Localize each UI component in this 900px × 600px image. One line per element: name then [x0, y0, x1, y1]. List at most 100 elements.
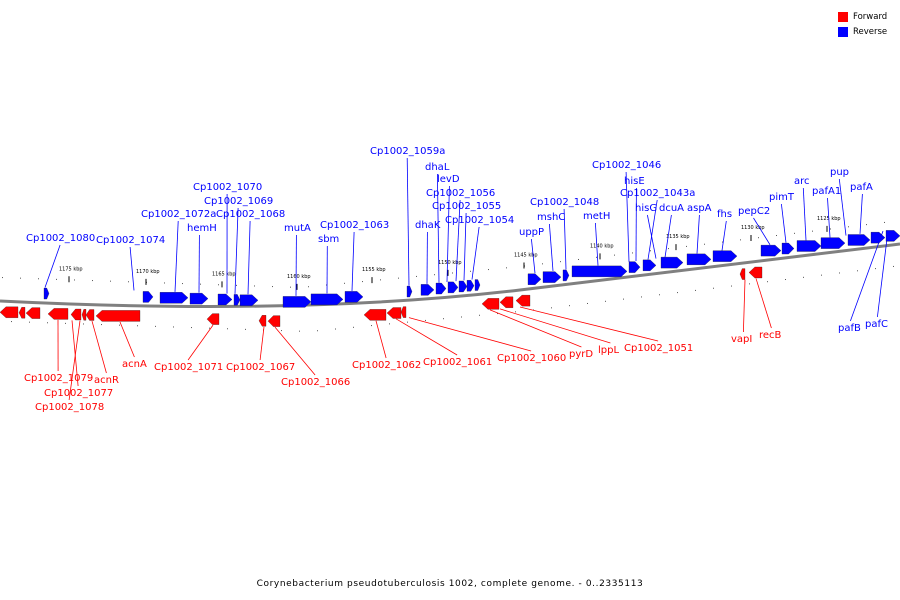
track-dot — [641, 296, 642, 298]
track-dot — [74, 279, 75, 281]
gene-label-cp1002-1080: Cp1002_1080 — [26, 233, 95, 244]
forward-gene-arrow — [47, 308, 69, 320]
track-dot — [686, 245, 687, 247]
reverse-gene-arrow — [527, 273, 542, 285]
track-dot — [101, 324, 102, 326]
track-dot — [812, 230, 813, 232]
track-dot — [362, 281, 363, 283]
gene-label-cp1002-1060: Cp1002_1060 — [497, 353, 566, 364]
gene-label-cp1002-1069: Cp1002_1069 — [204, 196, 273, 207]
gene-label-hise: hisE — [624, 176, 645, 187]
track-dot — [677, 292, 678, 294]
track-dot — [155, 325, 156, 327]
track-dot — [488, 269, 489, 271]
reverse-gene-arrow — [435, 282, 447, 295]
track-dot — [596, 256, 597, 258]
track-dot — [281, 330, 282, 332]
reverse-gene-arrow — [458, 280, 468, 293]
leader-line — [395, 318, 458, 356]
leader-line — [187, 324, 214, 361]
track-dot — [758, 237, 759, 239]
forward-gene-arrow — [95, 310, 141, 322]
reverse-gene-arrow — [466, 280, 475, 292]
leader-line — [489, 309, 582, 348]
forward-gene-arrow — [258, 315, 267, 327]
reverse-gene-arrow — [447, 281, 459, 294]
track-dot — [137, 325, 138, 327]
track-dot — [110, 280, 111, 282]
tick-track — [2, 221, 894, 332]
leader-line — [781, 203, 787, 243]
tick-label: 1150 kbp — [438, 260, 462, 266]
track-dot — [371, 325, 372, 327]
track-dot — [272, 286, 273, 288]
track-dot — [695, 289, 696, 291]
track-dot — [308, 286, 309, 288]
forward-gene-arrow — [739, 268, 746, 280]
track-dot — [92, 280, 93, 282]
leader-line — [802, 187, 807, 241]
track-dot — [848, 226, 849, 228]
track-dot — [452, 272, 453, 274]
track-dot — [497, 313, 498, 315]
legend-reverse-label: Reverse — [853, 26, 888, 37]
gene-labels: Cp1002_1080 Cp1002_1074 Cp1002_1072a hemH Cp… — [24, 146, 888, 413]
track-dot — [470, 270, 471, 272]
track-dot — [2, 277, 3, 279]
gene-label-lppl: lppL — [598, 345, 619, 356]
leader-line — [664, 214, 672, 258]
forward-gene-arrow — [18, 307, 26, 319]
gene-label-cp1002-1068: Cp1002_1068 — [216, 209, 285, 220]
forward-gene-arrow — [748, 266, 763, 279]
gene-label-cp1002-1062: Cp1002_1062 — [352, 360, 421, 371]
scale-ticks: 1175 kbp 1170 kbp 1165 kbp 1160 kbp 1155 kbp… — [59, 216, 841, 290]
gene-label-cp1002-1051: Cp1002_1051 — [624, 343, 693, 354]
gene-arrows — [0, 230, 900, 327]
gene-label-arc: arc — [794, 176, 810, 187]
track-dot — [479, 314, 480, 316]
gene-label-pepc2: pepC2 — [738, 206, 770, 217]
leader-line — [351, 231, 355, 292]
track-dot — [425, 319, 426, 321]
gene-label-pafb: pafB — [838, 323, 861, 334]
gene-label-cp1002-1070: Cp1002_1070 — [193, 182, 262, 193]
leader-line — [696, 214, 700, 254]
track-dot — [623, 298, 624, 300]
gene-label-aspa: aspA — [687, 203, 712, 214]
reverse-gene-arrow — [239, 294, 259, 306]
leader-line — [595, 222, 599, 266]
track-dot — [749, 283, 750, 285]
reverse-gene-arrow — [660, 256, 684, 269]
tick-label: 1130 kbp — [741, 225, 765, 231]
legend-forward-swatch — [838, 11, 848, 22]
gene-label-cp1002-1046: Cp1002_1046 — [592, 160, 661, 171]
leader-line — [119, 321, 135, 358]
track-dot — [587, 302, 588, 304]
gene-label-dcua: dcuA — [659, 203, 684, 214]
tick-label: 1160 kbp — [287, 274, 311, 280]
gene-label-cp1002-1072a: Cp1002_1072a — [141, 209, 216, 220]
leader-line — [455, 199, 461, 282]
track-dot — [461, 316, 462, 318]
tick-label: 1140 kbp — [590, 243, 614, 249]
gene-label-levd: levD — [437, 174, 460, 185]
gene-label-cp1002-1063: Cp1002_1063 — [320, 220, 389, 231]
leader-line — [44, 244, 61, 288]
track-dot — [857, 270, 858, 272]
track-dot — [767, 281, 768, 283]
gene-label-pimt: pimT — [769, 192, 795, 203]
leader-line — [859, 193, 863, 234]
leader-line — [274, 326, 316, 376]
leader-line — [174, 220, 179, 292]
gene-label-cp1002-1079: Cp1002_1079 — [24, 373, 93, 384]
reverse-gene-arrow — [43, 287, 50, 300]
track-dot — [317, 330, 318, 332]
reverse-gene-arrow — [189, 292, 209, 305]
reverse-gene-arrow — [628, 261, 641, 273]
leader-line — [850, 230, 884, 322]
reverse-gene-arrow — [712, 250, 738, 262]
reverse-gene-arrow — [847, 234, 871, 246]
track-dot — [128, 281, 129, 283]
track-dot — [803, 276, 804, 278]
gene-label-pafa1: pafA1 — [812, 186, 841, 197]
